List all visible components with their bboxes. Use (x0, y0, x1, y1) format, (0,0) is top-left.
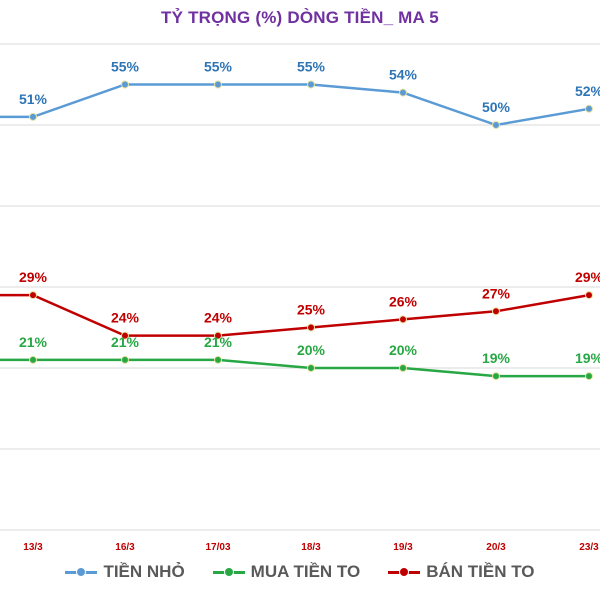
data-point-mua-tien-to (307, 364, 315, 372)
data-point-ban-tien-to (399, 315, 407, 324)
series-points (29, 80, 593, 381)
data-point-mua-tien-to (492, 372, 500, 381)
category-label: 16/3 (115, 542, 135, 553)
legend-item-ban-tien-to: BÁN TIỀN TO (388, 562, 535, 582)
data-label-tien-nho: 55% (111, 59, 140, 75)
data-label-ban-tien-to: 27% (482, 285, 511, 301)
series-lines (0, 83, 590, 378)
data-point-tien-nho (121, 80, 129, 89)
data-label-ban-tien-to: 29% (19, 269, 48, 285)
data-label-tien-nho: 54% (389, 67, 418, 83)
data-label-tien-nho: 55% (297, 59, 326, 75)
legend-label: BÁN TIỀN TO (426, 562, 535, 581)
data-label-mua-tien-to: 19% (482, 350, 511, 366)
chart-title: TỶ TRỌNG (%) DÒNG TIỀN_ MA 5 (161, 8, 439, 27)
data-labels: 51% 55% 55% 55% 54% 50% 52% 21% 21% 21% 20% 20% 19% 1… (19, 59, 600, 367)
data-point-ban-tien-to (307, 323, 315, 332)
data-label-tien-nho: 52% (575, 83, 600, 99)
data-label-mua-tien-to: 21% (204, 334, 233, 350)
legend-swatch-red-icon (388, 566, 421, 578)
data-label-mua-tien-to: 19% (575, 350, 600, 366)
category-label: 18/3 (301, 542, 321, 553)
data-point-tien-nho (399, 88, 407, 97)
legend-label: TIỀN NHỎ (103, 562, 185, 581)
data-label-tien-nho: 50% (482, 99, 511, 115)
data-point-tien-nho (214, 80, 222, 89)
series-line-ban-tien-to (0, 293, 590, 337)
category-label: 17/03 (205, 542, 230, 553)
data-point-tien-nho (29, 112, 37, 121)
legend-label: MUA TIỀN TO (250, 562, 361, 581)
category-label: 19/3 (393, 542, 413, 553)
series-line-mua-tien-to (0, 358, 589, 378)
data-label-ban-tien-to: 24% (111, 310, 140, 326)
data-label-tien-nho: 55% (204, 59, 233, 75)
data-point-ban-tien-to (492, 307, 500, 316)
line-chart: 51% 55% 55% 55% 54% 50% 52% 21% 21% 21% 20% 20% 19% 1… (0, 43, 600, 553)
data-point-ban-tien-to (29, 291, 37, 300)
data-label-ban-tien-to: 29% (575, 269, 600, 285)
data-point-tien-nho (585, 104, 593, 113)
data-point-ban-tien-to (585, 291, 593, 300)
legend-item-tien-nho: TIỀN NHỎ (65, 562, 185, 582)
data-label-mua-tien-to: 21% (111, 334, 140, 350)
data-label-ban-tien-to: 24% (204, 310, 233, 326)
category-labels: 13/3 16/3 17/03 18/3 19/3 20/3 23/3 (23, 542, 599, 553)
data-point-ban-tien-to (214, 331, 222, 340)
data-point-mua-tien-to (29, 355, 37, 364)
data-label-mua-tien-to: 20% (297, 342, 326, 358)
data-point-tien-nho (492, 121, 500, 129)
category-label: 13/3 (23, 542, 43, 553)
data-label-mua-tien-to: 21% (19, 334, 48, 350)
legend-swatch-blue-icon (65, 566, 98, 578)
data-label-ban-tien-to: 26% (389, 293, 418, 309)
data-label-ban-tien-to: 25% (297, 302, 326, 318)
legend-swatch-green-icon (212, 566, 245, 578)
category-label: 20/3 (486, 542, 506, 553)
data-label-tien-nho: 51% (19, 91, 48, 107)
category-label: 23/3 (579, 542, 599, 553)
data-point-mua-tien-to (399, 364, 407, 372)
data-point-mua-tien-to (214, 355, 222, 364)
data-point-mua-tien-to (121, 355, 129, 364)
data-point-tien-nho (307, 80, 315, 89)
data-point-mua-tien-to (585, 372, 593, 381)
data-point-ban-tien-to (121, 331, 129, 340)
legend: TIỀN NHỎ MUA TIỀN TO BÁN TIỀN TO (0, 562, 600, 582)
legend-item-mua-tien-to: MUA TIỀN TO (212, 562, 361, 582)
data-label-mua-tien-to: 20% (389, 342, 418, 358)
series-line-tien-nho (0, 83, 590, 127)
